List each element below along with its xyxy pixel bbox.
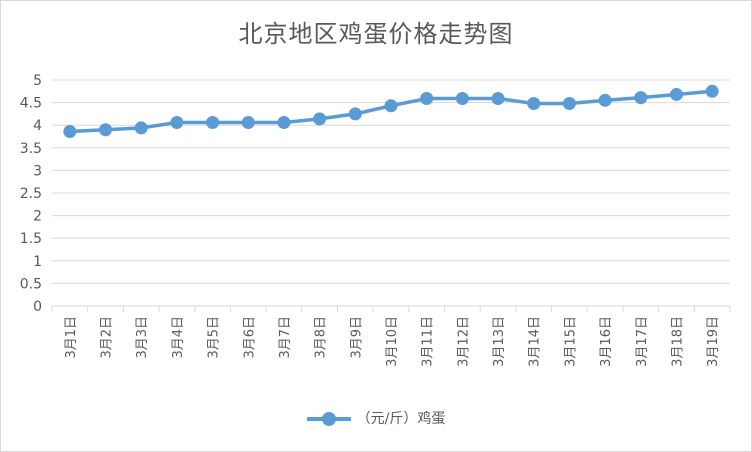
y-tick-label: 4	[33, 118, 42, 134]
y-tick-label: 0.5	[20, 276, 42, 292]
data-point[interactable]	[170, 115, 184, 129]
data-point[interactable]	[348, 107, 362, 121]
x-tick-label: 3月4日	[171, 316, 186, 359]
data-point[interactable]	[277, 115, 291, 129]
legend: （元/斤）鸡蛋	[0, 408, 752, 428]
grid-lines	[52, 79, 730, 284]
y-tick-label: 2.5	[20, 186, 42, 202]
data-point[interactable]	[598, 93, 612, 107]
x-tick-label: 3月15日	[563, 316, 578, 367]
y-tick-labels: 0 0.5 1 1.5 2 2.5 3 3.5 4 4.5 5	[20, 73, 42, 315]
x-tick-label: 3月6日	[242, 316, 257, 359]
data-point[interactable]	[206, 115, 220, 129]
legend-swatch	[306, 411, 351, 427]
x-tick-label: 3月19日	[706, 316, 721, 367]
y-tick-label: 0	[33, 299, 42, 315]
data-point[interactable]	[63, 125, 77, 139]
data-point[interactable]	[313, 112, 327, 126]
legend-label: （元/斤）鸡蛋	[356, 411, 446, 427]
data-point[interactable]	[669, 87, 683, 101]
x-tick-label: 3月12日	[456, 316, 471, 367]
x-tick-label: 3月18日	[670, 316, 685, 367]
y-tick-label: 1.5	[20, 231, 42, 247]
data-point[interactable]	[384, 99, 398, 113]
x-tick-label: 3月11日	[421, 316, 436, 367]
chart-title: 北京地区鸡蛋价格走势图	[238, 20, 514, 48]
y-tick-label: 3	[33, 163, 42, 179]
x-tick-label: 3月9日	[349, 316, 364, 359]
x-tick-label: 3月13日	[492, 316, 507, 367]
y-tick-label: 4.5	[20, 96, 42, 112]
x-tick-label: 3月16日	[599, 316, 614, 367]
x-tick-label: 3月1日	[64, 316, 79, 359]
x-tick-label: 3月17日	[635, 316, 650, 367]
y-tick-label: 1	[33, 254, 42, 270]
data-point[interactable]	[134, 121, 148, 135]
x-tick-label: 3月3日	[135, 316, 150, 359]
x-tick-label: 3月7日	[278, 316, 293, 359]
data-point[interactable]	[491, 92, 505, 106]
data-point[interactable]	[420, 92, 434, 106]
data-point[interactable]	[634, 91, 648, 105]
data-point[interactable]	[705, 84, 719, 98]
y-tick-label: 2	[33, 209, 42, 225]
data-point[interactable]	[455, 92, 469, 106]
series-layer	[63, 84, 719, 139]
x-tick-label: 3月5日	[207, 316, 222, 359]
x-tick-label: 3月2日	[100, 316, 115, 359]
y-tick-label: 5	[33, 73, 42, 89]
data-point[interactable]	[241, 115, 255, 129]
data-point[interactable]	[527, 97, 541, 111]
data-point[interactable]	[562, 97, 576, 111]
x-tick-label: 3月14日	[528, 316, 543, 367]
x-tick-label: 3月8日	[314, 316, 329, 359]
y-tick-label: 3.5	[20, 141, 42, 157]
data-point[interactable]	[99, 123, 113, 137]
x-tick-label: 3月10日	[385, 316, 400, 367]
axes	[51, 305, 731, 312]
x-tick-labels: 3月1日 3月2日 3月3日 3月4日 3月5日 3月6日 3月7日 3月8日 3月9日 3月10…	[64, 316, 721, 367]
